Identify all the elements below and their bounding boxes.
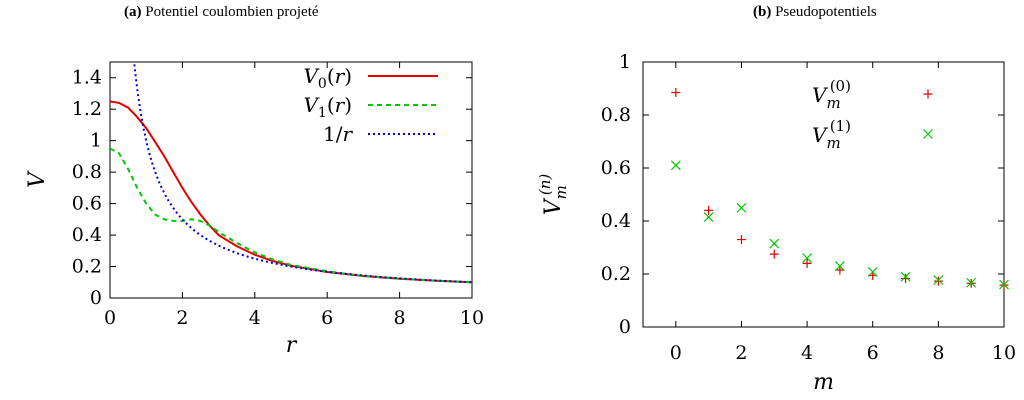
legend-text-part: ( [327,93,335,117]
panel-a-series-line [133,62,472,284]
panel-a-ytick-label: 1 [90,130,102,152]
panel-a-xlabel: r [286,333,298,358]
panel-b-xtick-label: 4 [801,342,813,364]
panel-b-point [802,258,812,268]
legend-text-part: ( [327,64,335,88]
panel-b-ytick-label: 0.2 [601,263,631,285]
panel-a-xtick-label: 0 [104,307,116,329]
legend-text-part: (0) [830,77,851,95]
panel-b-legend-marker [923,129,933,139]
panel-b-point [670,160,681,171]
legend-text-part: (1) [830,117,851,135]
panel-b-xlabel: m [813,370,834,395]
panel-a-ytick-label: 0 [90,287,102,309]
panel-b-ytick-label: 0.4 [601,210,631,232]
panel-b-xtick-label: 10 [992,342,1016,364]
ylabel-part: V [541,197,566,215]
panel-b-xtick-label: 0 [670,342,682,364]
panel-b-ylabel: Vm(n) [536,174,570,216]
panel-a-ytick-label: 1.4 [72,67,102,89]
legend-text-part: m [826,134,840,152]
panel-a-ylabel: V [25,170,50,188]
panel-b-point [704,205,714,215]
panel-b-legend-label: Vm(1) [812,117,851,152]
panel-b-point [933,275,944,286]
panel-a-ytick-label: 0.6 [72,193,102,215]
panel-b-legend-marker [923,89,933,99]
legend-text-part: 1 [318,105,327,121]
panel-a-frame [109,61,473,299]
panel-a-xtick-label: 8 [394,307,406,329]
panel-a-legend-label: 1/r [323,122,353,146]
panel-b-point [736,235,746,245]
panel-b-point [736,202,747,213]
panel-a-series-line [110,147,472,284]
panel-b-xtick-label: 8 [932,342,944,364]
panel-b-point [703,212,714,222]
panel-b-point [999,279,1009,290]
panel-b-xtick-label: 6 [867,342,879,364]
legend-text-part: 1/ [323,122,343,146]
panel-b-frame [642,61,1005,328]
caption-b-tag: (b) [753,4,772,20]
panel-b-point [671,87,681,97]
panel-b-point [867,266,878,277]
panel-a-legend-label: V0(r) [303,64,352,92]
legend-text-part: ) [344,64,352,88]
panel-a-ytick-label: 0.8 [72,161,102,183]
panel-a-ytick-label: 1.2 [72,98,102,120]
caption-b-title: Pseudopotentiels [775,4,877,20]
panel-b-xtick-label: 2 [735,342,747,364]
panel-a-ytick-label: 0.4 [72,224,102,246]
panel-b-point [966,277,977,288]
panel-b-point [834,261,845,271]
legend-text-part: 0 [318,76,327,92]
panel-b-point [835,265,845,275]
panel-a-xtick-label: 2 [176,307,188,329]
legend-text-part: V [812,123,829,147]
panel-b-point [901,274,911,284]
legend-text-part: V [303,93,320,117]
legend-text-part: r [342,122,353,146]
panel-b-ytick-label: 1 [619,51,631,73]
legend-text-part: V [303,64,320,88]
legend-text-part: r [335,93,346,117]
panel-b-point [900,271,911,282]
panel-a-xtick-label: 4 [249,307,261,329]
panel-b-point [769,238,780,249]
legend-text-part: V [812,83,829,107]
caption-a-tag: (a) [124,4,142,20]
legend-text-part: r [335,64,346,88]
caption-b: (b) Pseudopotentiels [753,4,877,21]
ylabel-part: m [552,185,570,199]
panel-b-ytick-label: 0 [619,316,631,338]
legend-text-part: m [826,94,840,112]
panel-b-legend-label: Vm(0) [812,77,851,112]
panel-b-point [802,253,813,264]
ylabel-part: (n) [536,174,554,196]
panel-b-ytick-label: 0.8 [601,104,631,126]
panel-a-legend-label: V1(r) [303,93,352,121]
legend-text-part: ) [344,93,352,117]
panel-b-point [769,249,779,259]
panel-a-xtick-label: 6 [321,307,333,329]
panel-a-series-group [110,62,472,284]
panel-a-xtick-label: 10 [460,307,484,329]
panel-a-ytick-label: 0.2 [72,256,102,278]
panel-b-ytick-label: 0.6 [601,157,631,179]
caption-a-title: Potentiel coulombien projeté [145,4,319,20]
panel-b-point [933,276,943,286]
caption-a: (a) Potentiel coulombien projeté [124,4,319,21]
